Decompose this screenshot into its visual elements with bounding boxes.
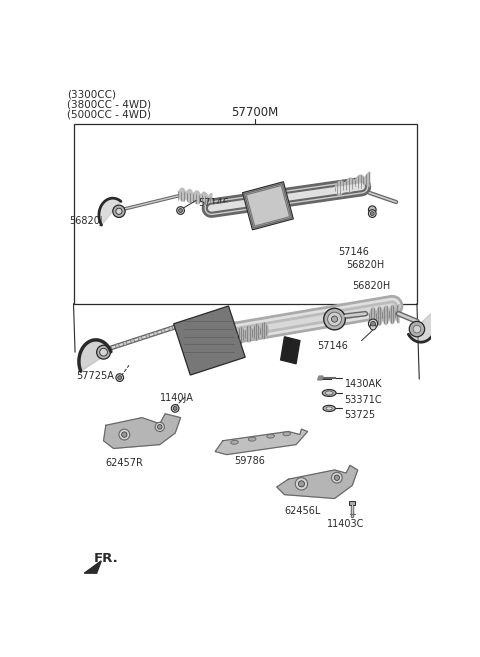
Text: 1140JA: 1140JA <box>160 393 193 403</box>
Circle shape <box>118 376 121 380</box>
Text: 59786: 59786 <box>234 456 265 466</box>
Text: 57146: 57146 <box>198 198 229 208</box>
Circle shape <box>409 321 425 337</box>
Circle shape <box>371 212 374 215</box>
Circle shape <box>177 324 180 328</box>
FancyBboxPatch shape <box>246 185 289 226</box>
Polygon shape <box>281 337 300 364</box>
Ellipse shape <box>267 434 275 438</box>
Circle shape <box>173 407 177 411</box>
Text: (3300CC): (3300CC) <box>67 89 116 100</box>
Circle shape <box>100 348 108 356</box>
Text: 62457R: 62457R <box>106 458 144 468</box>
Text: (5000CC - 4WD): (5000CC - 4WD) <box>67 110 151 120</box>
Circle shape <box>369 206 376 214</box>
Circle shape <box>146 334 150 338</box>
Polygon shape <box>277 465 358 499</box>
Text: FR.: FR. <box>94 553 118 566</box>
Polygon shape <box>79 340 111 371</box>
Circle shape <box>299 481 304 487</box>
Circle shape <box>328 312 341 326</box>
Circle shape <box>123 342 127 346</box>
Circle shape <box>369 210 376 217</box>
Circle shape <box>371 321 375 326</box>
FancyBboxPatch shape <box>179 311 240 371</box>
Circle shape <box>369 319 378 328</box>
Ellipse shape <box>326 407 332 410</box>
Text: 57146: 57146 <box>317 340 348 351</box>
Text: 53371C: 53371C <box>345 395 382 405</box>
Circle shape <box>96 346 110 359</box>
Polygon shape <box>215 429 308 455</box>
Polygon shape <box>99 198 121 225</box>
Text: 57146: 57146 <box>338 246 369 257</box>
Circle shape <box>177 207 184 214</box>
Text: 56820H: 56820H <box>346 260 384 270</box>
Ellipse shape <box>323 405 336 411</box>
Circle shape <box>413 325 421 333</box>
Circle shape <box>116 374 123 382</box>
Circle shape <box>171 405 179 412</box>
Ellipse shape <box>283 432 291 436</box>
FancyBboxPatch shape <box>177 309 242 372</box>
Circle shape <box>155 422 164 432</box>
Circle shape <box>115 344 119 348</box>
FancyBboxPatch shape <box>174 306 245 375</box>
Circle shape <box>334 475 339 480</box>
Circle shape <box>332 316 337 322</box>
Ellipse shape <box>248 438 256 441</box>
Polygon shape <box>84 561 101 573</box>
Bar <box>349 501 355 505</box>
Circle shape <box>119 429 130 440</box>
Circle shape <box>295 478 308 490</box>
Text: (3800CC - 4WD): (3800CC - 4WD) <box>67 100 152 110</box>
Circle shape <box>169 327 173 330</box>
Circle shape <box>370 324 376 330</box>
Text: 56820H: 56820H <box>352 281 391 290</box>
Bar <box>73 124 417 304</box>
Circle shape <box>179 208 182 212</box>
Circle shape <box>131 339 134 343</box>
Circle shape <box>116 208 122 214</box>
Text: 57725A: 57725A <box>77 371 114 382</box>
Circle shape <box>332 472 342 483</box>
Ellipse shape <box>230 440 238 444</box>
Ellipse shape <box>325 391 333 395</box>
FancyBboxPatch shape <box>242 182 293 230</box>
Circle shape <box>113 205 125 217</box>
Text: 11403C: 11403C <box>327 519 364 530</box>
Circle shape <box>154 332 157 335</box>
Text: 1430AK: 1430AK <box>345 379 382 389</box>
Text: 53725: 53725 <box>345 410 376 420</box>
Circle shape <box>121 432 127 438</box>
Circle shape <box>138 336 142 340</box>
Polygon shape <box>104 414 180 449</box>
Ellipse shape <box>322 390 336 396</box>
Circle shape <box>161 329 165 333</box>
Circle shape <box>324 308 345 330</box>
Circle shape <box>108 346 112 350</box>
FancyBboxPatch shape <box>244 183 291 228</box>
Polygon shape <box>318 376 323 380</box>
Circle shape <box>157 424 162 429</box>
Text: 62456L: 62456L <box>285 506 321 516</box>
Polygon shape <box>408 311 436 342</box>
Text: 57700M: 57700M <box>232 106 279 119</box>
Text: 56820J: 56820J <box>69 216 103 226</box>
